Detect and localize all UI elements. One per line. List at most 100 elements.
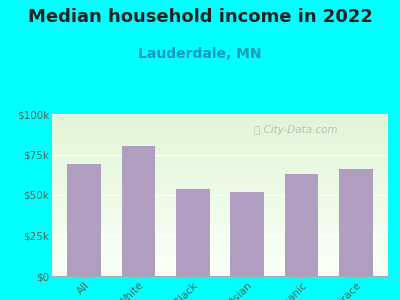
Bar (52, 205, 388, 206)
Bar (52, 145, 388, 146)
Bar (52, 221, 388, 223)
Bar (52, 231, 388, 232)
Bar (52, 119, 388, 121)
Bar (52, 240, 388, 242)
Bar (52, 124, 388, 125)
Bar (52, 247, 388, 248)
Bar (52, 132, 388, 134)
Bar (52, 268, 388, 269)
Bar (52, 161, 388, 163)
Bar (52, 156, 388, 158)
Bar (285, 174, 318, 276)
Bar (52, 150, 388, 151)
Bar (52, 179, 388, 180)
Bar (52, 253, 388, 255)
Bar (52, 174, 388, 176)
Bar (52, 232, 388, 234)
Bar (52, 229, 388, 231)
Bar (52, 223, 388, 224)
Bar (52, 245, 388, 247)
Bar (52, 260, 388, 261)
Bar (52, 269, 388, 271)
Bar (52, 127, 388, 129)
Bar (52, 164, 388, 166)
Bar (52, 188, 388, 190)
Bar (52, 214, 388, 216)
Bar (52, 248, 388, 250)
Bar (52, 187, 388, 188)
Bar (52, 258, 388, 260)
Bar (52, 239, 388, 240)
Bar (52, 256, 388, 258)
Bar (52, 271, 388, 273)
Bar (52, 227, 388, 229)
Bar (52, 244, 388, 245)
Bar (52, 195, 388, 196)
Bar (52, 171, 388, 172)
Bar (122, 146, 155, 276)
Bar (52, 159, 388, 161)
Bar (52, 208, 388, 210)
Bar (52, 172, 388, 174)
Bar (52, 263, 388, 265)
Bar (52, 252, 388, 253)
Bar (52, 137, 388, 138)
Text: Median household income in 2022: Median household income in 2022 (28, 8, 372, 26)
Bar (52, 146, 388, 148)
Bar (52, 130, 388, 132)
Bar (52, 154, 388, 156)
Bar (52, 206, 388, 208)
Bar (52, 203, 388, 205)
Bar (52, 182, 388, 184)
Bar (52, 224, 388, 226)
Bar (52, 122, 388, 124)
Bar (52, 266, 388, 268)
Bar (176, 188, 210, 276)
Bar (52, 177, 388, 179)
Bar (52, 125, 388, 127)
Text: ⓘ City-Data.com: ⓘ City-Data.com (254, 125, 337, 135)
Bar (52, 176, 388, 177)
Bar (52, 163, 388, 164)
Bar (52, 219, 388, 221)
Bar (52, 121, 388, 122)
Bar (52, 226, 388, 227)
Bar (52, 196, 388, 198)
Bar (52, 158, 388, 159)
Bar (52, 134, 388, 135)
Bar (52, 261, 388, 263)
Bar (52, 210, 388, 211)
Bar (52, 236, 388, 237)
Bar (52, 202, 388, 203)
Bar (52, 135, 388, 137)
Bar (52, 234, 388, 236)
Bar (52, 255, 388, 256)
Bar (52, 142, 388, 143)
Bar (52, 138, 388, 140)
Bar (52, 114, 388, 116)
Bar (52, 211, 388, 213)
Bar (52, 184, 388, 185)
Bar (52, 140, 388, 142)
Bar (52, 192, 388, 194)
Bar (52, 250, 388, 252)
Bar (52, 200, 388, 202)
Bar (52, 265, 388, 266)
Bar (52, 129, 388, 130)
Bar (52, 169, 388, 171)
Bar (52, 180, 388, 182)
Bar (52, 166, 388, 167)
Bar (339, 169, 373, 276)
Bar (52, 143, 388, 145)
Bar (52, 242, 388, 244)
Bar (52, 194, 388, 195)
Bar (52, 185, 388, 187)
Bar (52, 190, 388, 192)
Bar (52, 148, 388, 150)
Bar (52, 216, 388, 218)
Bar (52, 116, 388, 117)
Bar (67, 164, 101, 276)
Bar (52, 237, 388, 239)
Bar (230, 192, 264, 276)
Bar (52, 198, 388, 200)
